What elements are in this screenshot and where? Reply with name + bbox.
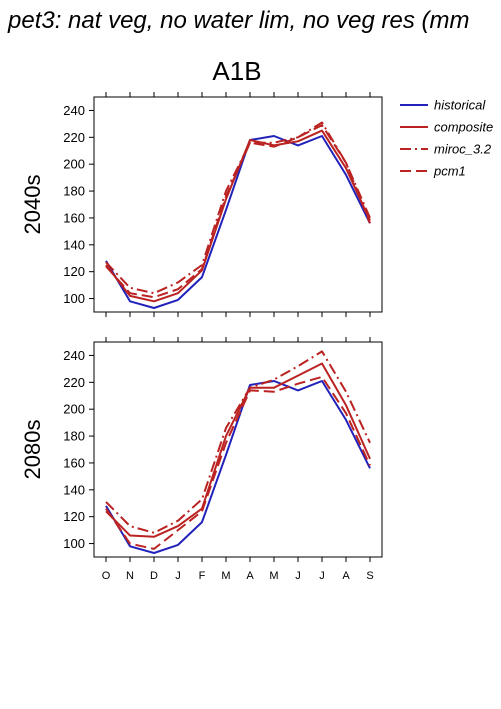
x-tick-label: A (246, 570, 254, 582)
x-tick-label: N (126, 570, 134, 582)
x-tick-label: J (319, 570, 325, 582)
panel-2080s: 100 120 140 160 180 200 220 240 O N D J F M A M J J A S 2080… (20, 337, 383, 582)
y-tick-label: 220 (63, 130, 85, 145)
panel-2040s: 100 120 140 160 180 200 220 240 2040s (20, 92, 383, 317)
x-tick-label: O (102, 570, 111, 582)
series-line-pcm1 (105, 124, 371, 299)
x-tick-label: A (342, 570, 350, 582)
y-tick-label: 140 (63, 237, 85, 252)
x-tick-label: J (295, 570, 301, 582)
series-line-composite (105, 362, 371, 538)
series-line-pcm1 (105, 375, 371, 550)
y-tick-label: 100 (63, 536, 85, 551)
panel-label: 2040s (20, 175, 45, 235)
legend-label-pcm1: pcm1 (433, 164, 466, 179)
y-tick-label: 120 (63, 264, 85, 279)
series-line-miroc-3-2 (105, 121, 371, 295)
y-tick-label: 180 (63, 184, 85, 199)
y-tick-label: 240 (63, 103, 85, 118)
series-line-miroc-3-2 (105, 350, 371, 534)
plot-frame (93, 96, 383, 313)
y-tick-label: 200 (63, 402, 85, 417)
y-tick-label: 200 (63, 157, 85, 172)
x-tick-label: F (199, 570, 206, 582)
legend-label-historical: historical (434, 98, 486, 113)
panel-label: 2080s (20, 420, 45, 480)
legend-label-miroc-3-2: miroc_3.2 (434, 142, 492, 157)
series-line-historical (105, 135, 371, 309)
y-tick-label: 140 (63, 482, 85, 497)
x-tick-label: M (269, 570, 278, 582)
x-tick-label: D (150, 570, 158, 582)
y-tick-label: 180 (63, 429, 85, 444)
x-tick-label: S (366, 570, 373, 582)
legend: historical composite miroc_3.2 pcm1 (400, 98, 493, 179)
y-tick-label: 240 (63, 348, 85, 363)
series-line-composite (105, 129, 371, 303)
x-tick-label: M (221, 570, 230, 582)
panels-group: 100 120 140 160 180 200 220 240 2040s 100 120 140 16… (20, 92, 383, 582)
legend-label-composite: composite (434, 120, 493, 135)
chart-title: pet3: nat veg, no water lim, no veg res … (7, 7, 470, 34)
plot-frame (93, 341, 383, 558)
scenario-label: A1B (212, 56, 261, 86)
y-tick-label: 100 (63, 291, 85, 306)
y-tick-label: 120 (63, 509, 85, 524)
y-tick-label: 160 (63, 455, 85, 470)
x-tick-label: J (175, 570, 181, 582)
y-tick-label: 220 (63, 375, 85, 390)
y-tick-label: 160 (63, 210, 85, 225)
series-line-historical (105, 380, 371, 554)
